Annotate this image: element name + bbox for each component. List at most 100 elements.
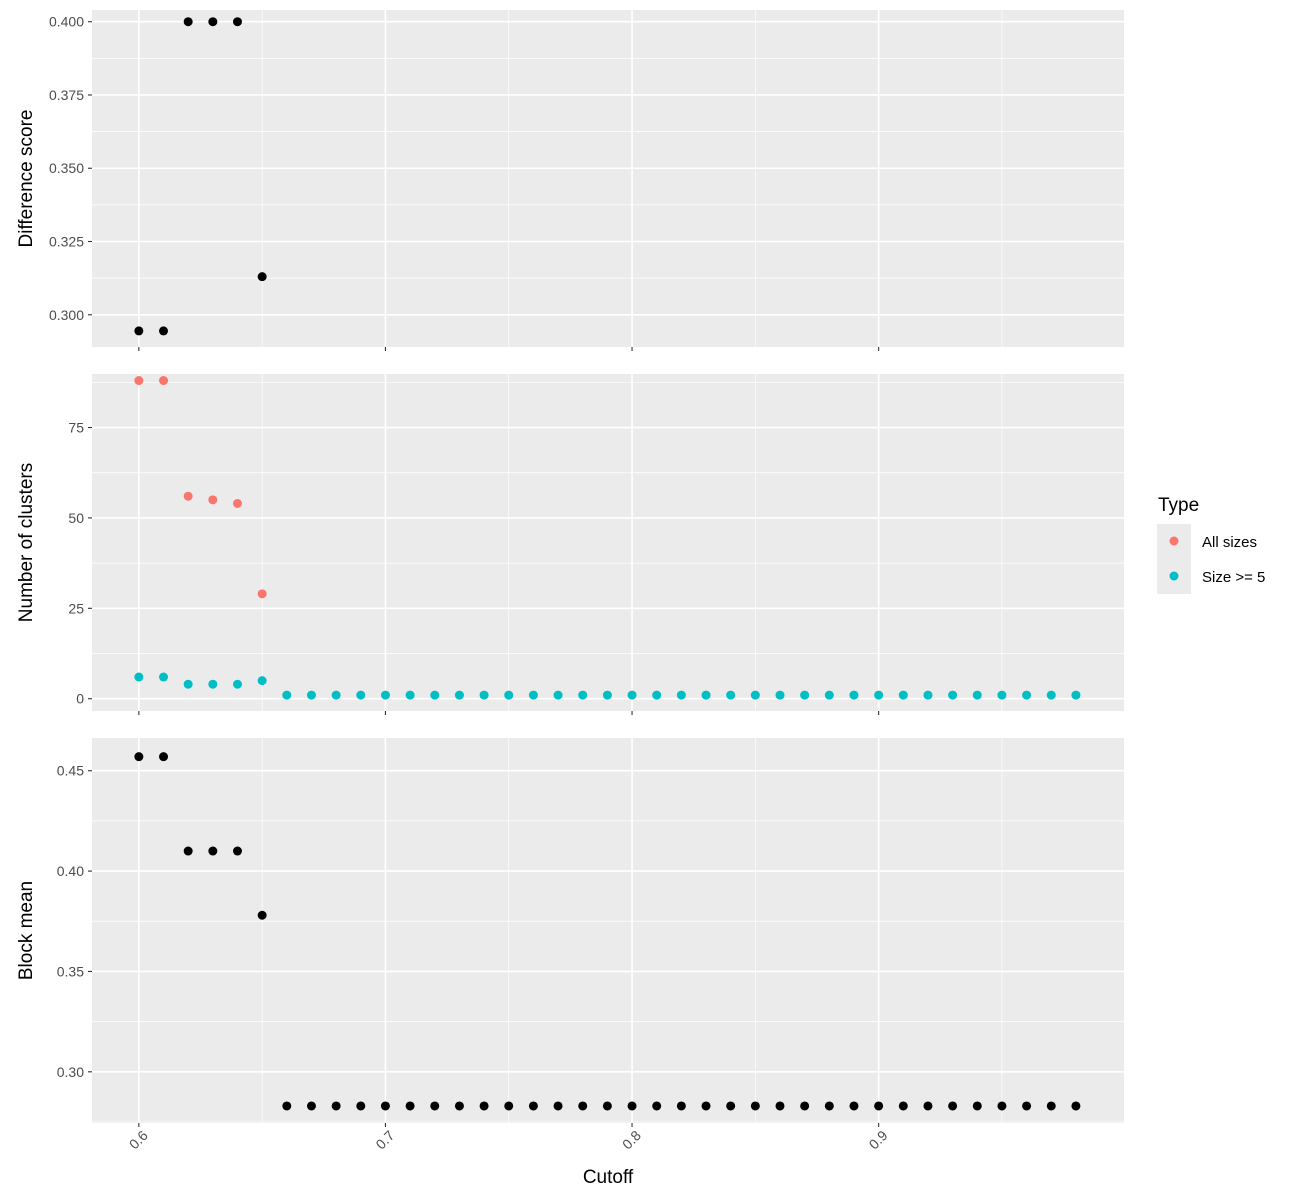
- data-point: [504, 1101, 514, 1111]
- y-tick-label: 0.35: [57, 963, 84, 979]
- data-point: [627, 1101, 637, 1111]
- facet-panels: 0.300 0.325 0.35 0 0.375 0.400 Difference scor…: [16, 10, 1124, 1152]
- legend-title: Type: [1158, 495, 1199, 516]
- y-tick-label: 50: [68, 510, 84, 526]
- data-point: [923, 1101, 933, 1111]
- data-point: [331, 690, 341, 700]
- y-tick-label: 0.325: [49, 234, 84, 250]
- data-point: [159, 672, 169, 682]
- y-tick-label: 0.375: [49, 87, 84, 103]
- data-point: [874, 690, 884, 700]
- data-point: [775, 690, 785, 700]
- y-tick-label: 0: [76, 691, 84, 707]
- legend: Type All sizes Size >= 5: [1157, 495, 1265, 594]
- data-point: [1071, 690, 1081, 700]
- data-point: [183, 846, 193, 856]
- data-point: [183, 491, 193, 501]
- data-point: [578, 1101, 588, 1111]
- data-point: [454, 690, 464, 700]
- x-tick-label: 0.7: [372, 1127, 397, 1152]
- data-point: [183, 17, 193, 27]
- data-point: [750, 690, 760, 700]
- data-point: [479, 690, 489, 700]
- data-point: [652, 690, 662, 700]
- facet-clusters: 0 25 50 75 Number of clusters: [16, 374, 1124, 715]
- data-point: [257, 272, 267, 282]
- data-point: [898, 690, 908, 700]
- data-point: [1071, 1101, 1081, 1111]
- data-point: [356, 1101, 366, 1111]
- data-point: [306, 690, 316, 700]
- data-point: [701, 1101, 711, 1111]
- data-point: [948, 1101, 958, 1111]
- panel-background: [92, 738, 1124, 1123]
- data-point: [800, 1101, 810, 1111]
- data-point: [578, 690, 588, 700]
- y-tick-label: 25: [68, 600, 84, 616]
- facet-difference: 0.300 0.325 0.350 0.375 0.400 Difference scor…: [16, 10, 1124, 351]
- data-point: [800, 690, 810, 700]
- legend-label-all-sizes: All sizes: [1202, 534, 1257, 551]
- data-point: [380, 1101, 390, 1111]
- y-tick-label: 0.45: [57, 763, 84, 779]
- data-point: [997, 690, 1007, 700]
- data-point: [183, 679, 193, 689]
- data-point: [257, 589, 267, 599]
- data-point: [553, 690, 563, 700]
- data-point: [726, 690, 736, 700]
- x-tick-label: 0.9: [866, 1127, 891, 1152]
- data-point: [849, 690, 859, 700]
- data-point: [405, 1101, 415, 1111]
- data-point: [997, 1101, 1007, 1111]
- y-tick-label: 0.40: [57, 863, 84, 879]
- data-point: [331, 1101, 341, 1111]
- data-point: [676, 1101, 686, 1111]
- data-point: [1046, 1101, 1056, 1111]
- data-point: [257, 910, 267, 920]
- data-point: [208, 17, 218, 27]
- data-point: [972, 1101, 982, 1111]
- data-point: [380, 690, 390, 700]
- data-point: [824, 690, 834, 700]
- data-point: [701, 690, 711, 700]
- data-point: [232, 846, 242, 856]
- y-axis-title: Block mean: [16, 881, 37, 980]
- y-tick-label: 0.30: [57, 1064, 84, 1080]
- data-point: [208, 495, 218, 505]
- data-point: [430, 1101, 440, 1111]
- data-point: [824, 1101, 834, 1111]
- data-point: [454, 1101, 464, 1111]
- data-point: [602, 1101, 612, 1111]
- data-point: [1022, 690, 1032, 700]
- data-point: [775, 1101, 785, 1111]
- data-point: [948, 690, 958, 700]
- y-axis-title: Number of clusters: [16, 463, 37, 622]
- x-tick-label: 0.8: [619, 1127, 644, 1152]
- data-point: [356, 690, 366, 700]
- data-point: [504, 690, 514, 700]
- x-tick-label: 0.6: [126, 1127, 151, 1152]
- data-point: [849, 1101, 859, 1111]
- y-tick-label: 75: [68, 420, 84, 436]
- data-point: [282, 1101, 292, 1111]
- data-point: [134, 376, 144, 386]
- data-point: [134, 326, 144, 336]
- panel-background: [92, 374, 1124, 711]
- data-point: [232, 498, 242, 508]
- y-tick-label: 0.300: [49, 307, 84, 323]
- data-point: [257, 676, 267, 686]
- data-point: [553, 1101, 563, 1111]
- data-point: [898, 1101, 908, 1111]
- facet-blockmean: 0.30 0.35 0.40 0.45 Block mean: [16, 738, 1124, 1127]
- data-point: [923, 690, 933, 700]
- panel-background: [92, 10, 1124, 347]
- data-point: [159, 326, 169, 336]
- data-point: [479, 1101, 489, 1111]
- y-axis-title: Difference score: [16, 110, 37, 248]
- data-point: [627, 690, 637, 700]
- legend-key-size-5: [1169, 571, 1179, 581]
- data-point: [159, 376, 169, 386]
- y-tick-label: 0.400: [49, 14, 84, 30]
- data-point: [726, 1101, 736, 1111]
